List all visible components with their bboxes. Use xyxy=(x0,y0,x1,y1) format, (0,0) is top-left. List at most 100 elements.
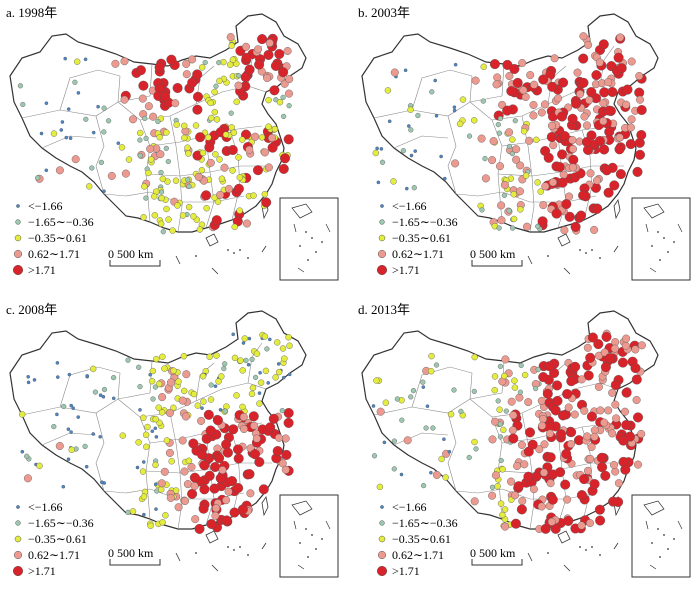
city-dot xyxy=(92,389,99,395)
city-dot xyxy=(248,390,256,398)
city-dot xyxy=(594,504,605,515)
city-dot xyxy=(180,122,188,130)
city-dot xyxy=(181,412,190,421)
city-dot xyxy=(567,113,578,124)
city-dot xyxy=(502,105,513,116)
city-dot xyxy=(501,506,509,513)
city-dot xyxy=(165,408,174,417)
city-dot xyxy=(578,77,589,88)
city-dot xyxy=(150,193,158,200)
city-dot xyxy=(582,121,591,130)
city-dot xyxy=(265,39,274,48)
legend-swatch xyxy=(380,505,384,509)
panels: a. 1998年 <−1.66 −1.65∼−0.36 −0.35∼0.61 0.62∼… xyxy=(6,5,691,578)
city-dot xyxy=(236,207,243,214)
city-dot xyxy=(245,145,254,154)
city-dot xyxy=(614,479,623,488)
city-dot xyxy=(618,435,629,446)
city-dot xyxy=(413,149,418,153)
city-dot xyxy=(110,374,117,381)
city-dot xyxy=(604,78,613,87)
city-dot xyxy=(429,89,435,95)
city-dot xyxy=(516,161,525,170)
city-dot xyxy=(239,367,246,374)
city-dot xyxy=(235,154,242,161)
city-dot xyxy=(222,408,228,414)
city-dot xyxy=(55,166,64,175)
city-dot xyxy=(570,410,579,419)
city-dot xyxy=(89,165,95,171)
city-dot xyxy=(229,56,237,63)
city-dot xyxy=(216,77,223,85)
legend-label: <−1.66 xyxy=(28,199,63,213)
city-dot xyxy=(83,57,88,62)
city-dot xyxy=(264,163,273,172)
city-dot xyxy=(491,417,500,426)
city-dot xyxy=(510,225,516,231)
city-dot xyxy=(568,154,579,165)
city-dot xyxy=(180,467,189,476)
legend-swatch xyxy=(12,264,24,276)
city-dot xyxy=(375,146,379,151)
legend-swatch xyxy=(379,219,385,225)
city-dot xyxy=(208,114,215,122)
city-dot xyxy=(563,515,574,526)
city-dot xyxy=(250,421,259,430)
city-dot xyxy=(494,483,501,490)
city-dot xyxy=(150,429,155,433)
city-dot xyxy=(382,399,389,406)
city-dot xyxy=(68,136,73,140)
city-dot xyxy=(585,96,594,105)
city-dot xyxy=(237,357,244,364)
city-dot xyxy=(285,334,292,341)
city-dot xyxy=(433,362,440,368)
city-dot xyxy=(247,336,252,341)
legend: <−1.66 −1.65∼−0.36 −0.35∼0.61 0.62∼1.71 >1.7… xyxy=(12,199,94,277)
city-dot xyxy=(228,110,234,116)
legend-swatch xyxy=(12,565,24,577)
city-dot xyxy=(512,145,521,154)
city-dot xyxy=(55,412,59,417)
city-dot xyxy=(529,485,538,494)
scale-bar: 0 500 km xyxy=(108,546,161,566)
city-dot xyxy=(620,464,631,475)
city-dot xyxy=(420,379,426,385)
city-dot xyxy=(555,429,566,440)
city-dot xyxy=(283,47,292,56)
city-dot xyxy=(83,116,89,122)
city-dot xyxy=(207,396,215,403)
city-dot xyxy=(507,397,516,406)
city-dot xyxy=(540,100,549,109)
city-dot xyxy=(283,134,294,145)
city-dot xyxy=(185,457,193,465)
city-dot xyxy=(190,482,199,491)
city-dot xyxy=(434,114,439,118)
city-dot xyxy=(181,134,188,142)
city-dot xyxy=(246,489,255,498)
city-dot xyxy=(140,414,147,422)
city-dot xyxy=(601,165,612,176)
city-dot xyxy=(403,68,408,73)
city-dot xyxy=(195,132,206,143)
city-dot xyxy=(192,69,203,80)
city-dot xyxy=(586,169,595,178)
city-dot xyxy=(636,95,645,104)
city-dot xyxy=(538,421,547,430)
city-dot xyxy=(537,396,546,405)
city-dot xyxy=(203,204,210,212)
city-dot xyxy=(158,393,167,402)
city-dot xyxy=(204,470,215,481)
city-dot xyxy=(518,59,527,68)
city-dot xyxy=(269,85,280,96)
city-dot xyxy=(508,426,517,435)
city-dot xyxy=(604,105,615,116)
city-dot xyxy=(576,490,587,501)
city-dot xyxy=(451,159,460,168)
city-dot xyxy=(595,58,604,67)
city-dots xyxy=(17,33,294,235)
city-dot xyxy=(429,470,433,475)
city-dot xyxy=(497,363,504,370)
city-dot xyxy=(405,186,409,191)
city-dot xyxy=(101,395,106,399)
city-dot xyxy=(594,382,603,391)
